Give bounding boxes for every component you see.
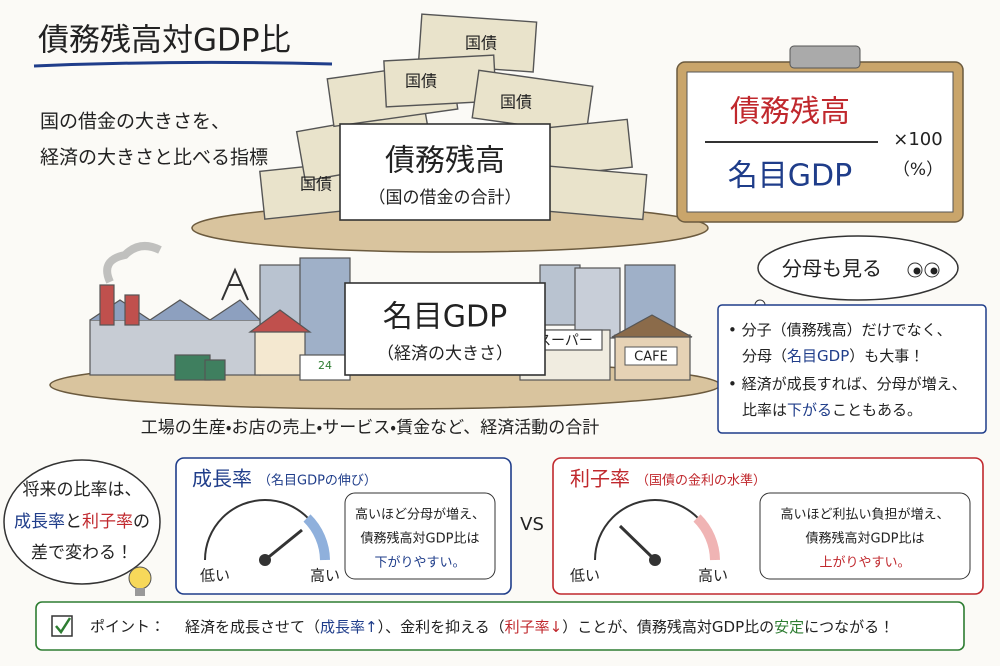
vs: VS bbox=[520, 514, 544, 535]
bill-label: 国債 bbox=[500, 93, 532, 112]
note-line: 比率は下がることもある。 bbox=[742, 401, 922, 419]
note-line: 分母（名目GDP）も大事！ bbox=[742, 347, 924, 365]
store-sign: CAFE bbox=[634, 350, 668, 365]
economy-caption: 工場の生産・お店の売上・サービス・賃金など、経済活動の合計 bbox=[141, 418, 600, 438]
formula-numerator: 債務残高 bbox=[730, 95, 850, 130]
interest-panel: 利子率 （国債の金利の水準） 低い 高い 高いほど利払い負担が増え、 債務残高対… bbox=[552, 457, 984, 595]
debt-card-subtitle: （国の借金の合計） bbox=[369, 188, 522, 208]
point-label: ポイント： bbox=[90, 618, 165, 636]
gauge-low: 低い bbox=[200, 567, 230, 585]
formula-denominator: 名目GDP bbox=[728, 159, 852, 194]
summary-line: 差で変わる！ bbox=[31, 543, 133, 563]
intro: 国の借金の大きさを、 経済の大きさと比べる指標 bbox=[40, 111, 268, 169]
note-line: • 分子（債務残高）だけでなく、 bbox=[728, 321, 952, 339]
thought-bubble: 分母も見る bbox=[754, 235, 959, 311]
title-underline bbox=[33, 60, 333, 68]
thought-text: 分母も見る bbox=[782, 257, 882, 281]
gauge-high: 高い bbox=[698, 567, 728, 585]
interest-line: 上がりやすい。 bbox=[819, 556, 910, 571]
growth-line: 下がりやすい。 bbox=[374, 556, 465, 571]
summary-bubble: 将来の比率は、 成長率と利子率の 差で変わる！ bbox=[3, 459, 161, 596]
growth-title: 成長率 bbox=[192, 467, 252, 491]
interest-title: 利子率 bbox=[570, 467, 630, 491]
bill-label: 国債 bbox=[300, 175, 332, 194]
store-sign: 24 bbox=[318, 359, 332, 372]
store-sign: スーパー bbox=[537, 333, 593, 349]
summary-line: 将来の比率は、 bbox=[23, 480, 142, 500]
formula-multiplier: ×100 bbox=[893, 129, 942, 150]
bill-label: 国債 bbox=[405, 72, 437, 91]
point-text: 経済を成長させて（成長率↑）、金利を抑える（利子率↓）ことが、債務残高対GDP比… bbox=[185, 618, 894, 636]
city: 24 スーパー CAFE 名目GDP （経済の大きさ） bbox=[49, 242, 721, 410]
notes: • 分子（債務残高）だけでなく、 分母（名目GDP）も大事！ • 経済が成長すれ… bbox=[717, 304, 987, 434]
note-line: • 経済が成長すれば、分母が増え、 bbox=[728, 375, 967, 393]
debt-card-title: 債務残高 bbox=[385, 144, 505, 179]
summary-line: 成長率と利子率の bbox=[14, 512, 150, 532]
gdp-card-title: 名目GDP bbox=[383, 300, 507, 335]
interest-subtitle: （国債の金利の水準） bbox=[636, 473, 766, 489]
gauge-low: 低い bbox=[570, 567, 600, 585]
debt-pile: 国債 国債 国債 国債 債務残高 （国の借金の合計） bbox=[191, 13, 709, 253]
point-bar: ポイント： 経済を成長させて（成長率↑）、金利を抑える（利子率↓）ことが、債務残… bbox=[35, 601, 965, 651]
gdp-card-subtitle: （経済の大きさ） bbox=[377, 344, 513, 364]
interest-line: 債務残高対GDP比は bbox=[806, 531, 925, 547]
growth-subtitle: （名目GDPの伸び） bbox=[258, 473, 377, 489]
formula-unit: （%） bbox=[893, 160, 943, 180]
bill-label: 国債 bbox=[465, 34, 497, 53]
formula-board: 債務残高 名目GDP ×100 （%） bbox=[676, 45, 964, 223]
interest-line: 高いほど利払い負担が増え、 bbox=[780, 507, 949, 523]
growth-line: 高いほど分母が増え、 bbox=[355, 507, 485, 523]
growth-line: 債務残高対GDP比は bbox=[361, 531, 480, 547]
intro-line: 国の借金の大きさを、 bbox=[40, 111, 230, 133]
growth-panel: 成長率 （名目GDPの伸び） 低い 高い 高いほど分母が増え、 債務残高対GDP… bbox=[175, 457, 512, 595]
gauge-high: 高い bbox=[310, 567, 340, 585]
title: 債務残高対GDP比 bbox=[38, 23, 291, 59]
intro-line: 経済の大きさと比べる指標 bbox=[40, 147, 268, 169]
